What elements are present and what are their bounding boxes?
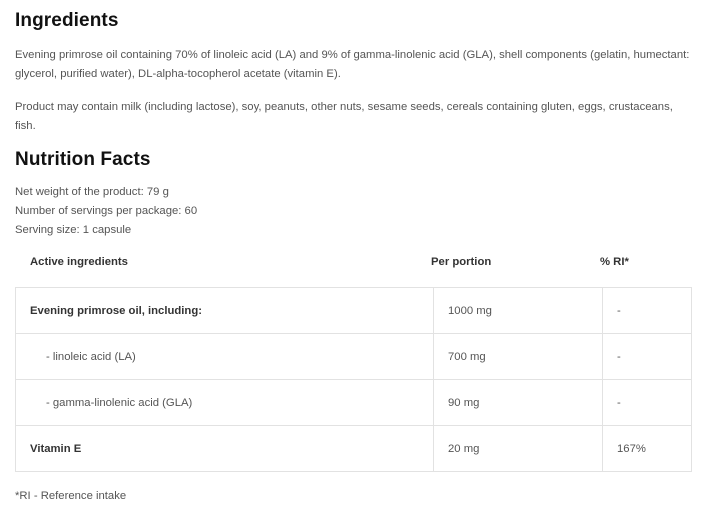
table-row: - gamma-linolenic acid (GLA) 90 mg -: [15, 379, 692, 426]
header-per-portion: Per portion: [431, 256, 492, 268]
servings-per-package: Number of servings per package: 60: [15, 205, 198, 217]
serving-size: Serving size: 1 capsule: [15, 224, 132, 236]
ingredients-heading: Ingredients: [15, 10, 119, 31]
footnote: *RI - Reference intake: [15, 490, 127, 502]
ingredient-ri: 167%: [602, 425, 692, 472]
header-ri: % RI*: [600, 256, 629, 268]
ingredient-name: Vitamin E: [15, 425, 434, 472]
ingredient-ri: -: [602, 287, 692, 334]
header-active-ingredients: Active ingredients: [30, 256, 128, 268]
ingredient-portion: 90 mg: [433, 379, 603, 426]
ingredient-name: Evening primrose oil, including:: [15, 287, 434, 334]
nutrition-table: Evening primrose oil, including: 1000 mg…: [15, 287, 692, 472]
ingredient-ri: -: [602, 379, 692, 426]
table-row: Evening primrose oil, including: 1000 mg…: [15, 287, 692, 334]
ingredients-text: Evening primrose oil containing 70% of l…: [15, 49, 690, 80]
nutrition-heading: Nutrition Facts: [15, 149, 151, 170]
ingredient-name: - linoleic acid (LA): [15, 333, 434, 380]
ingredient-ri: -: [602, 333, 692, 380]
allergen-text: Product may contain milk (including lact…: [15, 101, 673, 132]
ingredient-portion: 1000 mg: [433, 287, 603, 334]
table-row: Vitamin E 20 mg 167%: [15, 425, 692, 472]
ingredient-name: - gamma-linolenic acid (GLA): [15, 379, 434, 426]
table-row: - linoleic acid (LA) 700 mg -: [15, 333, 692, 380]
net-weight: Net weight of the product: 79 g: [15, 186, 169, 198]
ingredient-portion: 700 mg: [433, 333, 603, 380]
ingredient-portion: 20 mg: [433, 425, 603, 472]
